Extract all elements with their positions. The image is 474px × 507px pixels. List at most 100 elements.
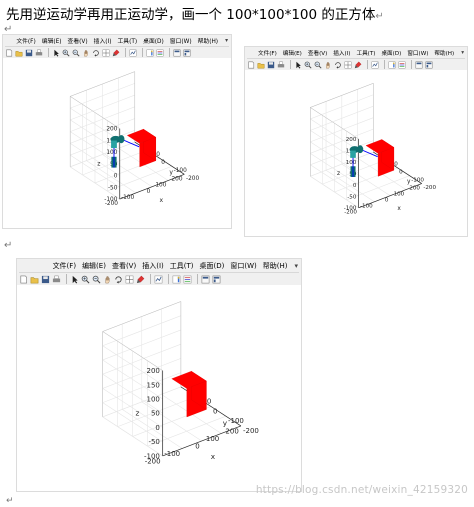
cube-top-face — [171, 371, 207, 389]
y-tick-label: -200 — [423, 185, 436, 191]
brush-icon[interactable] — [112, 49, 120, 57]
show-plot-tools-icon[interactable] — [183, 49, 191, 57]
menu-item[interactable]: 插入(I) — [142, 261, 164, 270]
grid-line — [117, 396, 196, 427]
box-edge — [310, 107, 359, 140]
print-icon[interactable] — [35, 49, 43, 57]
pan-icon[interactable] — [324, 61, 332, 69]
save-icon[interactable] — [267, 61, 275, 69]
menu-item[interactable]: 插入(I) — [93, 39, 112, 45]
hide-plot-tools-icon[interactable] — [415, 61, 423, 69]
grid-line — [310, 176, 359, 209]
menu-item[interactable]: 文件(F) — [16, 39, 36, 45]
menu-item[interactable]: 文件(F) — [52, 261, 77, 270]
pan-icon[interactable] — [82, 49, 90, 57]
menu-overflow-arrow-icon[interactable]: ▾ — [461, 49, 464, 56]
legend-icon[interactable] — [156, 49, 164, 57]
open-file-icon[interactable] — [15, 49, 23, 57]
link-plot-icon[interactable] — [371, 61, 379, 69]
3d-axes[interactable]: 2001000-100-2001000-100-200200150100500-… — [245, 70, 467, 236]
x-tick-label: 0 — [147, 189, 151, 195]
menu-item[interactable]: 帮助(H) — [434, 50, 455, 57]
show-plot-tools-icon[interactable] — [425, 61, 433, 69]
z-tick-label: -50 — [347, 194, 357, 200]
rotate-3d-icon[interactable] — [92, 49, 100, 57]
y-tick-label: -100 — [228, 417, 244, 425]
plot-canvas[interactable]: 2001000-100-2001000-100-200200150100500-… — [3, 58, 231, 228]
link-plot-icon[interactable] — [154, 275, 163, 284]
legend-icon[interactable] — [183, 275, 192, 284]
z-tick-label: -100 — [104, 197, 117, 203]
rotate-3d-icon[interactable] — [334, 61, 342, 69]
menu-item[interactable]: 编辑(E) — [82, 261, 106, 270]
box-edge — [310, 83, 374, 108]
3d-axes[interactable]: 2001000-100-2001000-100-200200150100500-… — [17, 285, 301, 491]
menu-item[interactable]: 桌面(D) — [381, 50, 402, 57]
hide-plot-tools-icon[interactable] — [201, 275, 210, 284]
save-icon[interactable] — [25, 49, 33, 57]
menu-item[interactable]: 窗口(W) — [230, 261, 257, 270]
new-figure-icon[interactable] — [19, 275, 28, 284]
select-arrow-icon[interactable] — [70, 275, 79, 284]
menu-item[interactable]: 桌面(D) — [143, 39, 164, 45]
select-arrow-icon[interactable] — [294, 61, 302, 69]
colorbar-icon[interactable] — [146, 49, 154, 57]
open-file-icon[interactable] — [257, 61, 265, 69]
grid-line — [310, 117, 374, 143]
x-axis-line — [358, 183, 422, 209]
grid-line — [310, 151, 374, 177]
data-cursor-icon[interactable] — [344, 61, 352, 69]
open-file-icon[interactable] — [30, 275, 39, 284]
zoom-out-icon[interactable] — [72, 49, 80, 57]
menu-item[interactable]: 编辑(E) — [282, 50, 302, 57]
link-plot-icon[interactable] — [129, 49, 137, 57]
z-tick-label: 0 — [114, 174, 118, 180]
menu-item[interactable]: 工具(T) — [169, 261, 194, 270]
legend-icon[interactable] — [398, 61, 406, 69]
plot-canvas[interactable]: 2001000-100-2001000-100-200200150100500-… — [245, 70, 467, 236]
robot-joint — [357, 145, 364, 154]
hide-plot-tools-icon[interactable] — [173, 49, 181, 57]
menu-item[interactable]: 查看(V) — [67, 39, 88, 45]
zoom-in-icon[interactable] — [62, 49, 70, 57]
zoom-out-icon[interactable] — [92, 275, 101, 284]
menu-item[interactable]: 编辑(E) — [41, 39, 62, 45]
rotate-3d-icon[interactable] — [114, 275, 123, 284]
menu-overflow-arrow-icon[interactable]: ▾ — [294, 261, 298, 270]
menu-overflow-arrow-icon[interactable]: ▾ — [225, 37, 228, 44]
pan-icon[interactable] — [103, 275, 112, 284]
brush-icon[interactable] — [354, 61, 362, 69]
3d-axes[interactable]: 2001000-100-2001000-100-200200150100500-… — [3, 58, 231, 228]
menu-item[interactable]: 窗口(W) — [407, 50, 429, 57]
new-figure-icon[interactable] — [247, 61, 255, 69]
select-arrow-icon[interactable] — [52, 49, 60, 57]
menu-item[interactable]: 帮助(H) — [262, 261, 288, 270]
toolbar-separator — [169, 48, 170, 57]
data-cursor-icon[interactable] — [102, 49, 110, 57]
menu-item[interactable]: 查看(V) — [307, 50, 328, 57]
menu-item[interactable]: 工具(T) — [356, 50, 376, 57]
x-tick-label: 100 — [206, 435, 219, 443]
zoom-in-icon[interactable] — [81, 275, 90, 284]
x-axis-label: x — [397, 206, 401, 212]
menu-item[interactable]: 文件(F) — [258, 50, 277, 57]
show-plot-tools-icon[interactable] — [212, 275, 221, 284]
print-icon[interactable] — [52, 275, 61, 284]
data-cursor-icon[interactable] — [125, 275, 134, 284]
print-icon[interactable] — [277, 61, 285, 69]
new-figure-icon[interactable] — [5, 49, 13, 57]
menu-item[interactable]: 查看(V) — [111, 261, 137, 270]
menu-item[interactable]: 窗口(W) — [169, 39, 192, 45]
menu-item[interactable]: 插入(I) — [333, 50, 351, 57]
menu-item[interactable]: 桌面(D) — [199, 261, 225, 270]
colorbar-icon[interactable] — [388, 61, 396, 69]
menu-item[interactable]: 工具(T) — [117, 39, 138, 45]
zoom-out-icon[interactable] — [314, 61, 322, 69]
zoom-in-icon[interactable] — [304, 61, 312, 69]
brush-icon[interactable] — [136, 275, 145, 284]
plot-canvas[interactable]: 2001000-100-2001000-100-200200150100500-… — [17, 285, 301, 491]
menu-item[interactable]: 帮助(H) — [197, 39, 219, 45]
save-icon[interactable] — [41, 275, 50, 284]
colorbar-icon[interactable] — [172, 275, 181, 284]
z-axis-label: z — [136, 408, 140, 417]
